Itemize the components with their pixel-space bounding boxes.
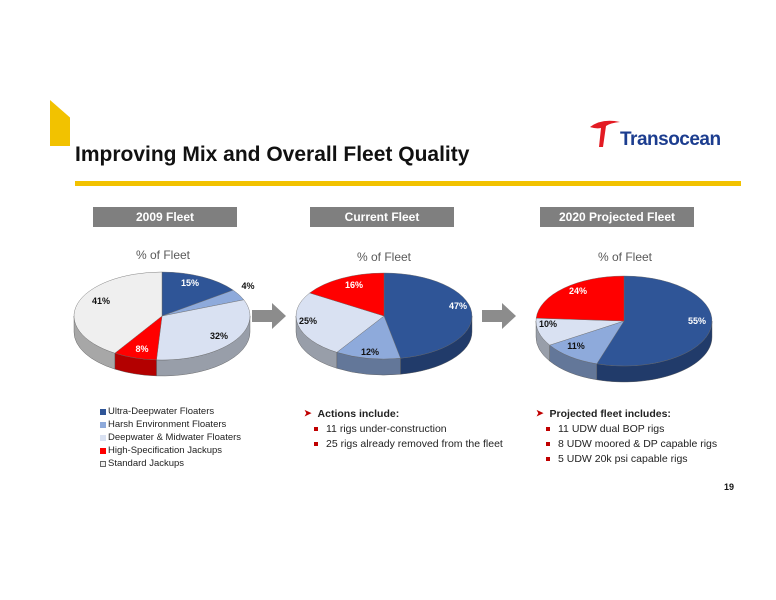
transocean-logo — [590, 120, 620, 147]
page-title: Improving Mix and Overall Fleet Quality — [75, 143, 470, 166]
pie-data-label: 4% — [241, 281, 254, 291]
arrow-right-2 — [482, 303, 516, 329]
square-bullet-icon — [314, 441, 318, 446]
square-bullet-icon — [314, 426, 318, 431]
actions-heading: ➤ Actions include: — [304, 406, 503, 421]
legend-label: Harsh Environment Floaters — [108, 419, 227, 430]
pie-data-label: 8% — [135, 344, 148, 354]
pie-slice — [383, 272, 473, 359]
legend-label: Deepwater & Midwater Floaters — [108, 432, 242, 443]
legend-item: Standard Jackups — [100, 457, 241, 470]
pie-data-label: 25% — [299, 316, 317, 326]
logo-wordmark: Transocean — [620, 129, 721, 150]
legend-item: Deepwater & Midwater Floaters — [100, 431, 241, 444]
pie-slice — [535, 275, 625, 322]
pie-current-fleet: 47% 12% 25% 16% — [295, 272, 473, 376]
legend-swatch — [100, 447, 106, 454]
projected-list: ➤ Projected fleet includes: 11 UDW dual B… — [536, 406, 717, 466]
list-item-text: 5 UDW 20k psi capable rigs — [558, 452, 688, 465]
projected-heading-text: Projected fleet includes: — [549, 407, 671, 420]
pie-slice — [596, 275, 713, 367]
pie-data-label: 11% — [567, 341, 585, 351]
pie-slice — [161, 271, 234, 317]
arrow-right-1 — [252, 303, 286, 329]
pie-data-label: 55% — [688, 316, 706, 326]
pie-data-label: 15% — [181, 278, 199, 288]
header-current-fleet: Current Fleet — [310, 207, 454, 227]
square-bullet-icon — [546, 441, 550, 446]
header-2009-fleet: 2009 Fleet — [93, 207, 237, 227]
list-item: 25 rigs already removed from the fleet — [304, 436, 503, 451]
arrow-bullet-icon: ➤ — [536, 408, 544, 418]
projected-heading: ➤ Projected fleet includes: — [536, 406, 717, 421]
page-number: 19 — [724, 482, 735, 492]
header-2020-projected-fleet: 2020 Projected Fleet — [540, 207, 694, 227]
list-item-text: 8 UDW moored & DP capable rigs — [558, 437, 718, 450]
actions-list: ➤ Actions include: 11 rigs under-construc… — [304, 406, 503, 451]
square-bullet-icon — [546, 456, 550, 461]
legend-label: Standard Jackups — [108, 458, 185, 469]
list-item-text: 11 UDW dual BOP rigs — [558, 422, 665, 435]
pie-slice — [156, 299, 251, 361]
subtitle-2020: % of Fleet — [597, 250, 653, 264]
pie-data-label: 16% — [345, 280, 363, 290]
list-item-text: 25 rigs already removed from the fleet — [326, 437, 503, 450]
legend-swatch — [100, 421, 106, 428]
pie-data-label: 47% — [449, 301, 467, 311]
subtitle-current: % of Fleet — [356, 250, 412, 264]
pie-slice — [295, 292, 385, 353]
legend-swatch — [100, 460, 106, 467]
subtitle-2009: % of Fleet — [135, 248, 191, 262]
pie-data-label: 12% — [361, 347, 379, 357]
legend-item: High-Specification Jackups — [100, 444, 241, 457]
pie-data-label: 32% — [210, 331, 228, 341]
list-item: 8 UDW moored & DP capable rigs — [536, 436, 717, 451]
pie-slice — [73, 271, 163, 354]
list-item: 5 UDW 20k psi capable rigs — [536, 451, 717, 466]
legend-swatch — [100, 434, 106, 441]
pie-data-label: 24% — [569, 286, 587, 296]
list-item-text: 11 rigs under-construction — [326, 422, 447, 435]
pie-data-label: 10% — [539, 319, 557, 329]
legend-item: Ultra-Deepwater Floaters — [100, 405, 241, 418]
list-item: 11 UDW dual BOP rigs — [536, 421, 717, 436]
legend-label: High-Specification Jackups — [108, 445, 223, 456]
pie-slice — [309, 272, 385, 317]
legend-swatch — [100, 408, 106, 415]
list-item: 11 rigs under-construction — [304, 421, 503, 436]
pie-data-label: 41% — [92, 296, 110, 306]
pie-slice — [336, 315, 401, 360]
legend-item: Harsh Environment Floaters — [100, 418, 241, 431]
arrow-bullet-icon: ➤ — [304, 408, 312, 418]
legend: Ultra-Deepwater Floaters Harsh Environme… — [100, 405, 241, 470]
legend-label: Ultra-Deepwater Floaters — [108, 406, 215, 417]
pie-2020-fleet: 55% 11% 10% 24% — [535, 275, 713, 383]
square-bullet-icon — [546, 426, 550, 431]
pie-2009-fleet: 15% 4% 32% 8% 41% — [73, 271, 255, 377]
title-rule — [75, 181, 741, 186]
actions-heading-text: Actions include: — [317, 407, 400, 420]
logo-emblem — [590, 120, 620, 147]
